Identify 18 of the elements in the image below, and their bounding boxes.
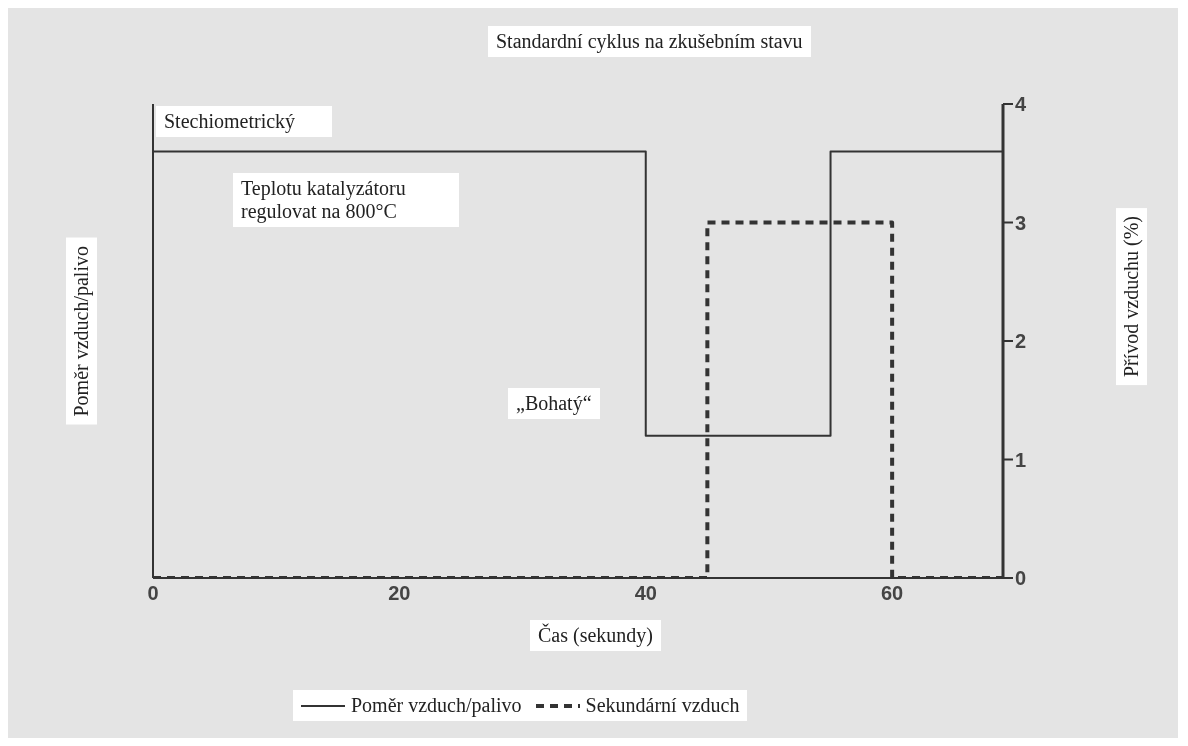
x-tick-label: 0 [147,582,159,605]
annotation: „Bohatý“ [508,388,600,419]
y2-tick-label: 1 [1015,448,1027,471]
y2-tick-label: 4 [1015,93,1027,116]
annotation: Stechiometrický [156,106,332,137]
legend-label: Poměr vzduch/palivo [351,694,522,717]
y2-axis-title: Přívod vzduchu (%) [1116,208,1147,386]
x-axis-title: Čas (sekundy) [530,620,661,651]
annotation: Teplotu katalyzátoru regulovat na 800°C [233,173,459,227]
x-tick-label: 60 [881,582,904,605]
y2-tick-label: 0 [1015,567,1027,590]
y2-tick-label: 3 [1015,211,1027,234]
x-tick-label: 40 [634,582,657,605]
chart-title: Standardní cyklus na zkušebním stavu [488,26,811,57]
x-tick-label: 20 [388,582,411,605]
y2-tick-label: 2 [1015,330,1027,353]
legend-label: Sekundární vzduch [585,694,740,717]
y-axis-title: Poměr vzduch/palivo [66,238,97,425]
